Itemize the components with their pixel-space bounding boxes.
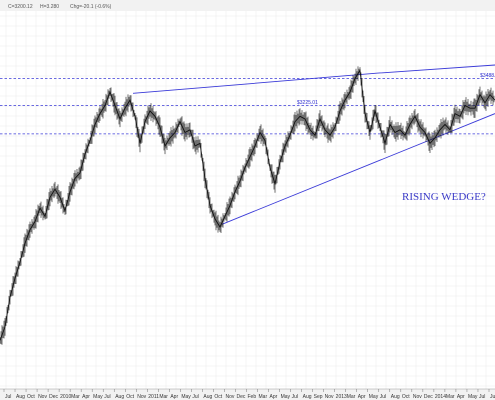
x-tick-label: May bbox=[181, 394, 191, 400]
x-tick-label: Aug bbox=[303, 394, 312, 400]
x-tick-label: Aug bbox=[16, 394, 25, 400]
x-tick-label: May bbox=[369, 394, 379, 400]
x-tick-label: Aug bbox=[203, 394, 212, 400]
x-tick-label: Mar bbox=[159, 394, 168, 400]
rising-wedge-annotation: RISING WEDGE? bbox=[402, 191, 486, 203]
x-axis-bar bbox=[0, 389, 495, 400]
x-tick-label: Dec bbox=[49, 394, 58, 400]
wedge-trendline bbox=[221, 113, 495, 225]
x-tick-label: May bbox=[93, 394, 103, 400]
x-tick-label: 2011 bbox=[148, 394, 159, 400]
x-tick-label: Oct bbox=[214, 394, 222, 400]
wedge-lines bbox=[132, 64, 495, 225]
x-tick-label: Dec bbox=[236, 394, 245, 400]
x-tick-label: Nov bbox=[137, 394, 146, 400]
x-tick-label: Jul bbox=[479, 394, 485, 400]
x-tick-label: 2010 bbox=[60, 394, 71, 400]
x-tick-label: Jul bbox=[380, 394, 386, 400]
x-tick-label: Sep bbox=[314, 394, 323, 400]
x-tick-label: May bbox=[281, 394, 291, 400]
price-line bbox=[0, 69, 495, 341]
x-tick-label: 2013 bbox=[336, 394, 347, 400]
x-tick-label: Jul bbox=[490, 394, 495, 400]
x-tick-label: 2014 bbox=[435, 394, 446, 400]
x-tick-label: Mar bbox=[446, 394, 455, 400]
x-tick-label: Apr bbox=[170, 394, 178, 400]
level-lines: $3488.31 $3225.01 bbox=[0, 73, 495, 135]
x-tick-label: Jul bbox=[192, 394, 198, 400]
x-tick-label: Apr bbox=[270, 394, 278, 400]
high-label: H=3.280 bbox=[40, 4, 59, 10]
x-tick-label: Apr bbox=[358, 394, 366, 400]
price-series bbox=[0, 66, 495, 345]
x-tick-label: Mar bbox=[347, 394, 356, 400]
wedge-trendline bbox=[132, 64, 495, 94]
header-bar bbox=[0, 0, 495, 11]
level-label: $3488.31 bbox=[480, 73, 495, 79]
x-tick-label: Jul bbox=[104, 394, 110, 400]
x-tick-label: Oct bbox=[126, 394, 134, 400]
x-tick-label: Nov bbox=[38, 394, 47, 400]
grid bbox=[0, 11, 495, 389]
x-tick-labels: Jul Aug Oct Nov Dec 2010 Mar Apr May Jul Aug Oct Nov… bbox=[3, 389, 495, 400]
x-tick-label: Mar bbox=[71, 394, 80, 400]
x-tick-label: Oct bbox=[27, 394, 35, 400]
x-tick-label: Feb bbox=[248, 394, 257, 400]
x-tick-label: Nov bbox=[325, 394, 334, 400]
level-label: $3225.01 bbox=[297, 100, 318, 106]
x-tick-label: Aug bbox=[115, 394, 124, 400]
change-label: Chg=-20.1 (-0.6%) bbox=[70, 4, 112, 10]
x-tick-label: Nov bbox=[413, 394, 422, 400]
x-tick-label: Nov bbox=[225, 394, 234, 400]
x-tick-label: Oct bbox=[402, 394, 410, 400]
x-tick-label: Aug bbox=[391, 394, 400, 400]
x-tick-label: Jul bbox=[292, 394, 298, 400]
x-tick-label: Apr bbox=[82, 394, 90, 400]
x-tick-label: May bbox=[468, 394, 478, 400]
close-label: C=3200.12 bbox=[8, 4, 33, 10]
x-tick-label: Mar bbox=[259, 394, 268, 400]
x-tick-label: Dec bbox=[424, 394, 433, 400]
x-tick-label: Apr bbox=[457, 394, 465, 400]
x-tick-label: Jul bbox=[5, 394, 11, 400]
